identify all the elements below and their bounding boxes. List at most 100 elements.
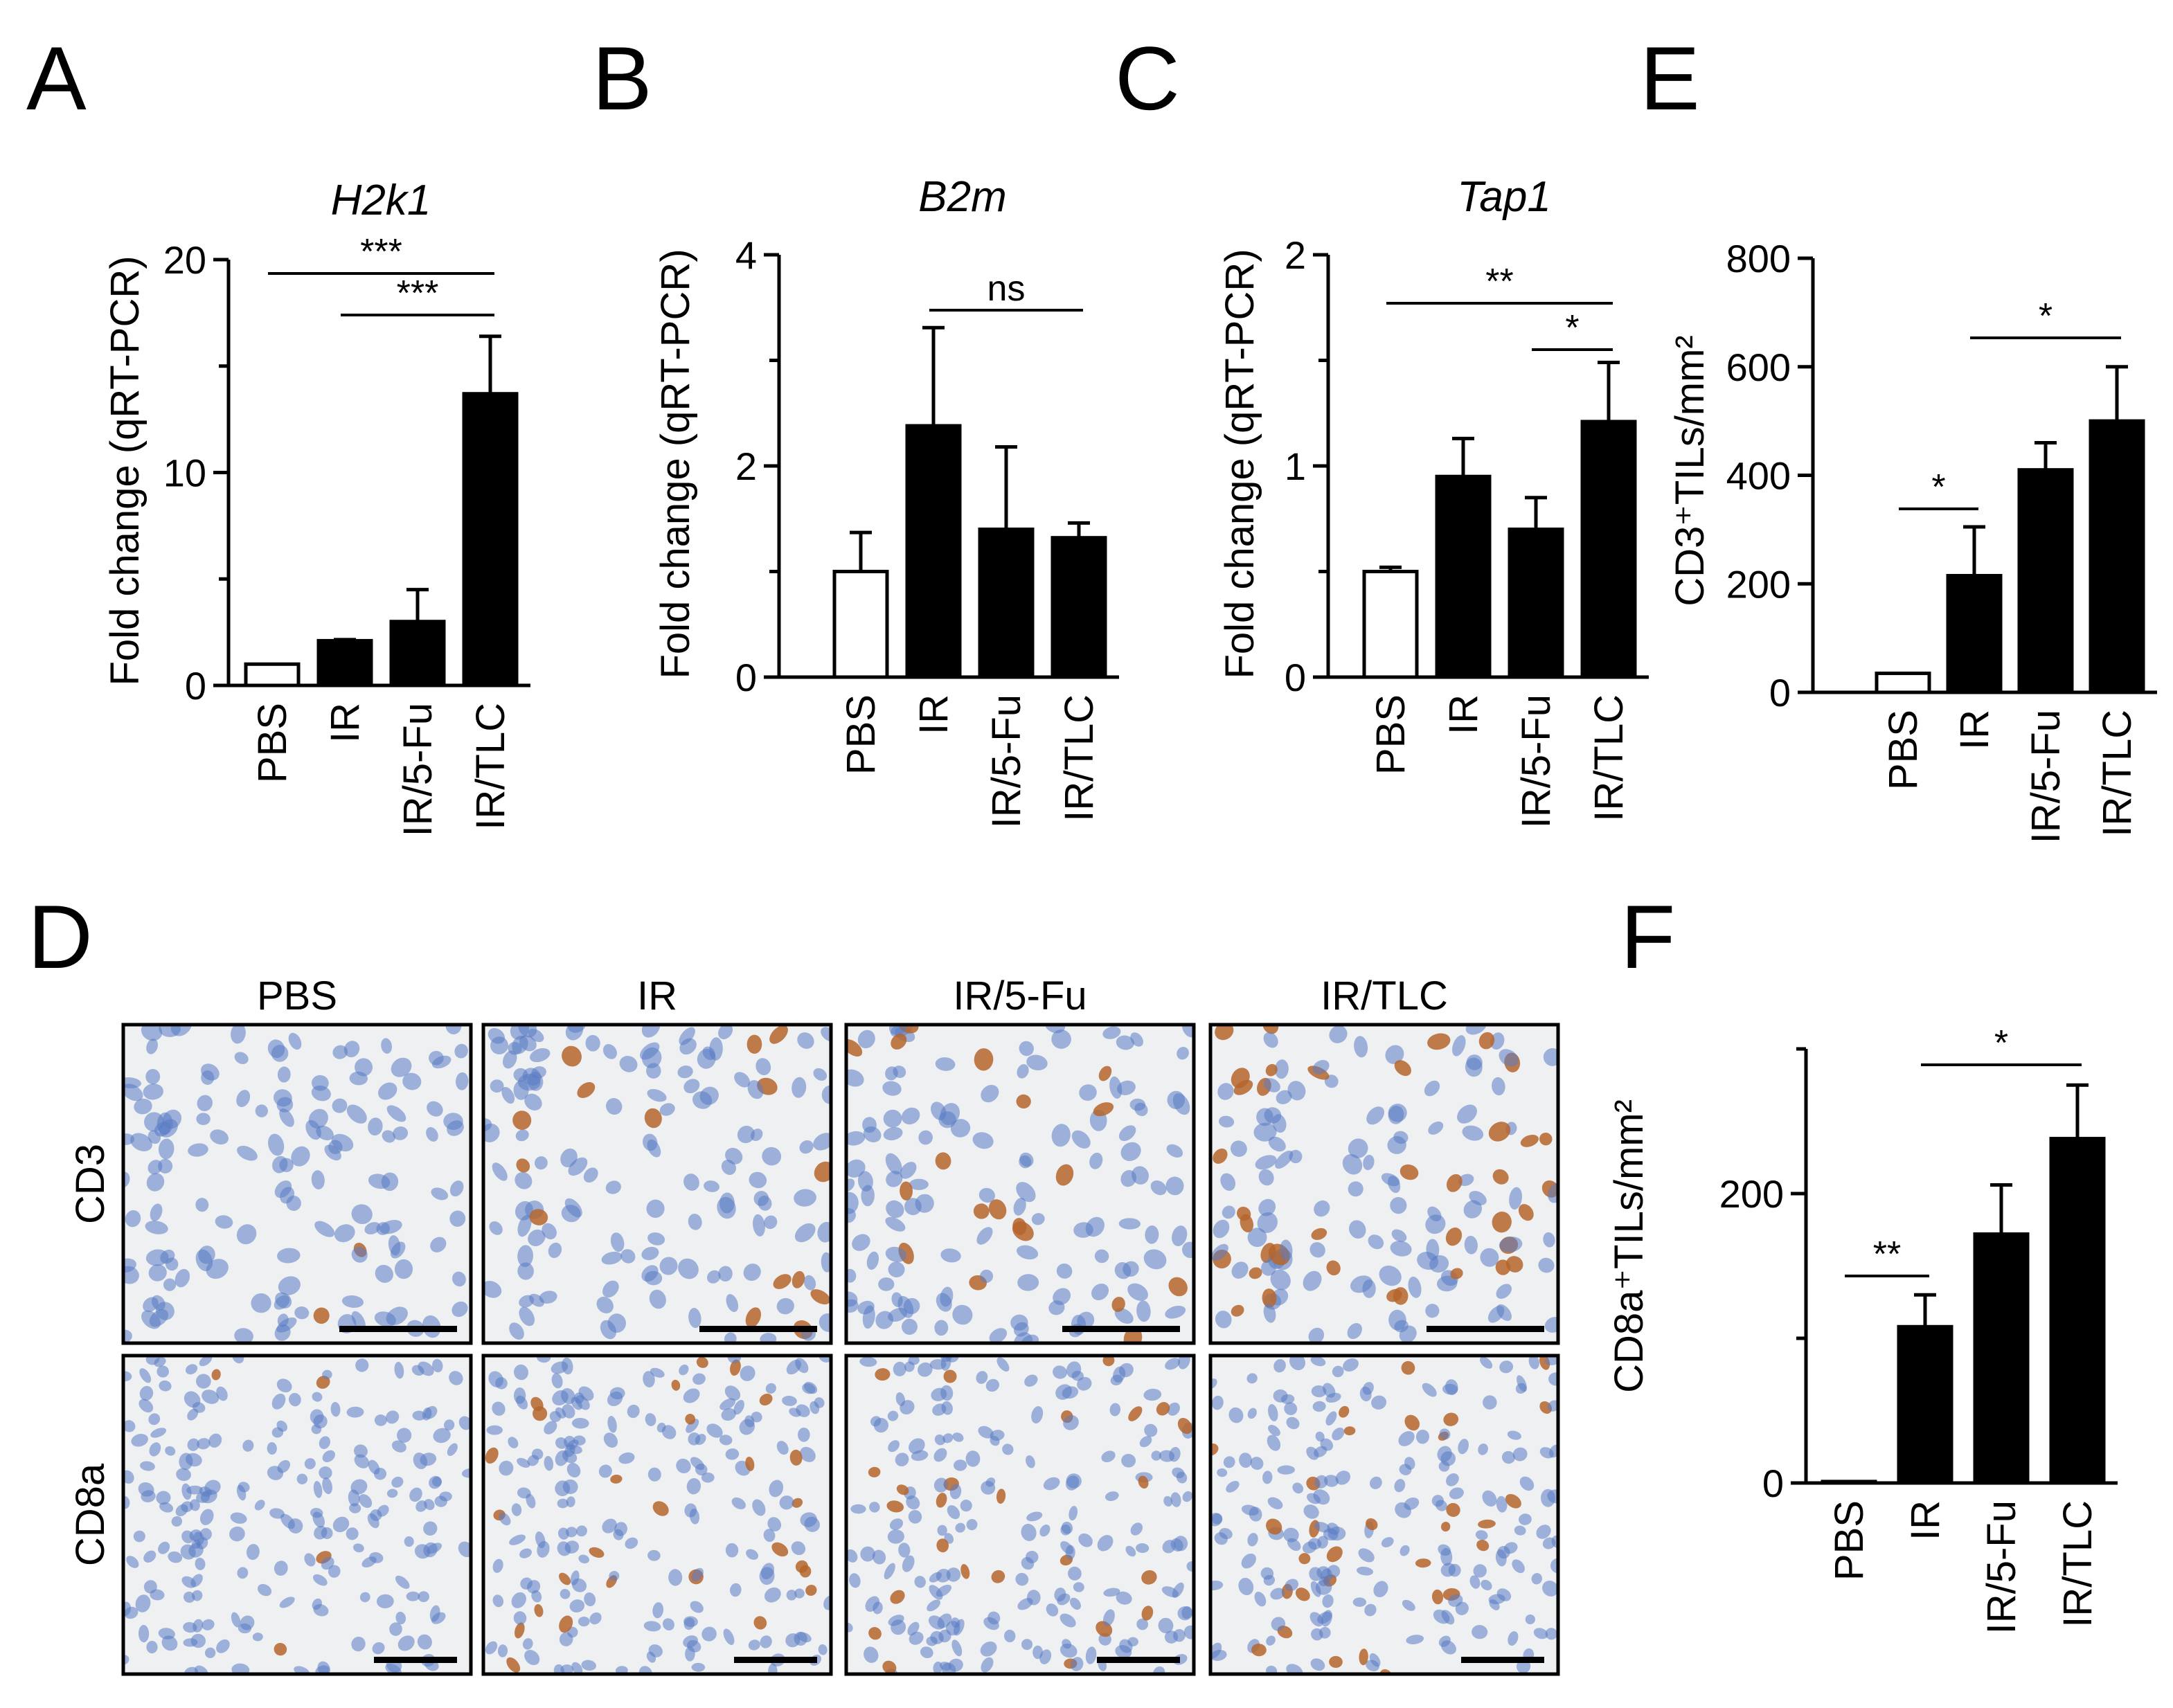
x-tick-label: IR/TLC [2055,1500,2100,1628]
chart-title: Tap1 [1457,173,1551,221]
nucleus [676,1458,691,1474]
nucleus [641,1265,659,1282]
nucleus [1260,1567,1274,1580]
nucleus [202,1390,220,1404]
nucleus [701,1472,715,1483]
nucleus [946,1567,961,1582]
nucleus [878,1277,895,1291]
dab-positive-cell [891,1033,907,1050]
nucleus [1068,1566,1082,1581]
nucleus [145,1249,169,1266]
nucleus [940,1286,954,1307]
nucleus [940,1103,960,1126]
dab-positive-cell [759,1393,773,1406]
nucleus [216,1386,228,1401]
micrograph-frame [1208,1354,1560,1676]
nucleus [647,1088,667,1102]
nucleus [909,1438,925,1454]
nucleus [131,1433,148,1447]
nucleus [143,1580,157,1594]
nucleus [1136,1543,1150,1554]
nucleus [1250,1457,1264,1471]
nucleus [606,1098,623,1115]
chart-a: H2k1 Fold change (qRT-PCR) 0 10 20 PBS IR IR/5-… [102,177,530,836]
nucleus [492,1558,503,1573]
nucleus [215,1215,233,1229]
nucleus [517,1245,533,1268]
nucleus [940,1662,952,1671]
x-tick-label: PBS [839,694,884,775]
nucleus [156,1491,171,1505]
dab-positive-cell [1404,1414,1420,1431]
nucleus [230,1512,247,1524]
dab-positive-cell [1265,1063,1278,1077]
nucleus [1211,1513,1223,1525]
nucleus [163,1278,177,1291]
nucleus [124,1606,138,1619]
nucleus [279,1158,294,1172]
nucleus [668,1569,683,1586]
bar-ir-tlc [2089,419,2145,694]
nucleus [578,1386,594,1401]
nucleus [539,1291,557,1304]
nucleus [602,1518,617,1534]
nucleus [952,1432,964,1442]
dab-positive-cell [773,1274,792,1289]
nucleus [764,1215,778,1230]
nucleus [1314,1200,1330,1217]
nucleus [966,1519,978,1531]
nucleus [369,1552,384,1563]
nucleus [792,1077,807,1098]
stained-cells [483,1025,831,1343]
nucleus [895,1392,906,1407]
nucleus [934,1434,946,1446]
nucleus [603,1432,618,1448]
nucleus [1324,1475,1339,1487]
dab-positive-cell [1450,1268,1463,1279]
nucleus [267,1039,285,1058]
nucleus [709,1037,723,1061]
nucleus [351,1246,368,1263]
nucleus [1545,1628,1558,1640]
nucleus [354,1454,370,1468]
nucleus [1441,1640,1456,1655]
nucleus [1109,1076,1123,1099]
nucleus [1448,1594,1463,1607]
nucleus [1422,1383,1437,1397]
nucleus [1073,1582,1084,1592]
nucleus [1394,1479,1406,1493]
nucleus [146,1640,158,1654]
nucleus [1448,1563,1461,1577]
nucleus [718,1266,733,1282]
dab-positive-cell [1492,1169,1509,1185]
nucleus [578,1616,590,1627]
nucleus [568,1157,588,1176]
nucleus [1363,1154,1375,1171]
nucleus [1358,1548,1375,1563]
nucleus [1287,1081,1306,1101]
nucleus [869,1502,880,1513]
nucleus [1317,1611,1332,1624]
nucleus [1182,1241,1194,1259]
nucleus [888,1615,904,1626]
dab-positive-cell [1311,1228,1327,1240]
dab-positive-cell [1476,1540,1490,1552]
x-tick-label: IR [1952,710,1997,750]
nucleus [1051,1124,1071,1147]
nucleus [981,1084,999,1103]
nucleus [273,1089,292,1107]
dab-positive-cell [890,1590,905,1604]
nucleus [451,1301,468,1318]
nucleus [954,1459,967,1471]
nucleus [659,1257,678,1275]
nucleus [1496,1495,1508,1513]
dab-positive-cell [792,1270,805,1288]
nucleus [1314,1475,1328,1489]
nucleus [1289,1356,1306,1371]
nucleus [725,1147,743,1165]
nucleus [1226,1481,1240,1493]
nucleus [1276,1090,1292,1104]
nucleus [1017,1274,1039,1291]
nucleus [1472,1625,1488,1639]
dab-positive-cell [1016,1094,1031,1109]
